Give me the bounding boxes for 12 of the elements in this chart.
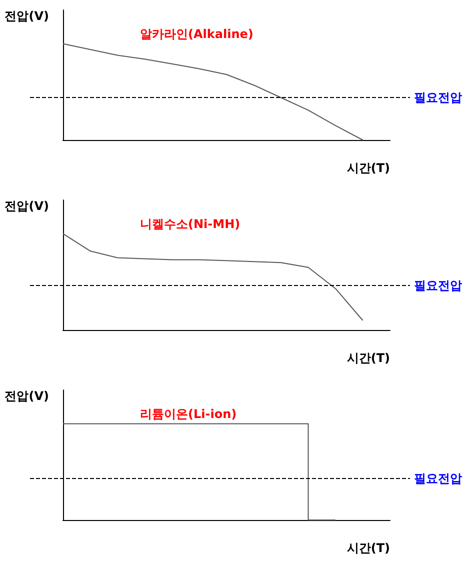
text: 니켈수소(Ni-MH) bbox=[140, 217, 240, 231]
ref-line-label: 필요전압 bbox=[414, 472, 462, 486]
text: 알카라인(Alkaline) bbox=[140, 27, 254, 41]
x-axis-title: 시간(T) bbox=[346, 541, 390, 555]
text: 리튬이온(Li-ion) bbox=[140, 407, 237, 421]
ref-line-label: 필요전압 bbox=[414, 90, 462, 105]
ref-line-label: 필요전압 bbox=[414, 278, 462, 293]
y-axis-title: 전압(V) bbox=[4, 199, 49, 213]
y-axis-title: 전압(V) bbox=[4, 389, 49, 403]
x-axis-title: 시간(T) bbox=[346, 161, 390, 175]
y-axis-title: 전압(V) bbox=[4, 9, 49, 23]
x-axis-title: 시간(T) bbox=[346, 351, 390, 365]
